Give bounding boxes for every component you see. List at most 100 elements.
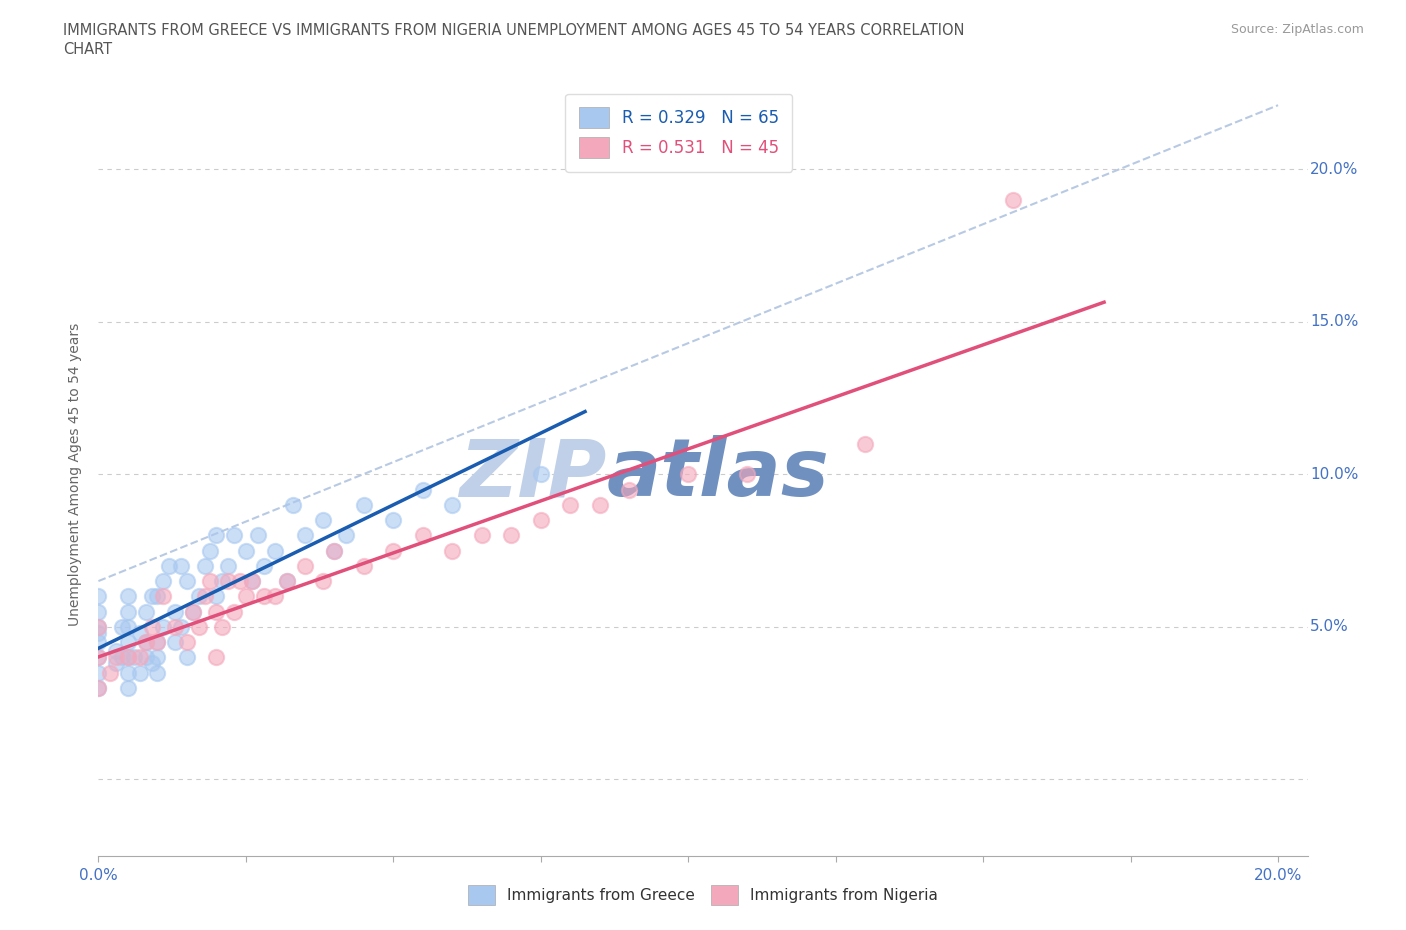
Point	[87, 650, 110, 665]
Point	[165, 604, 187, 619]
Point	[560, 498, 582, 512]
Point	[176, 634, 198, 649]
Point	[165, 634, 187, 649]
Point	[176, 574, 198, 589]
Point	[157, 558, 180, 573]
Point	[87, 650, 110, 665]
Point	[205, 528, 228, 543]
Point	[117, 650, 139, 665]
Point	[170, 558, 193, 573]
Point	[135, 634, 157, 649]
Point	[264, 543, 287, 558]
Point	[294, 558, 316, 573]
Point	[122, 650, 145, 665]
Point	[194, 558, 217, 573]
Point	[240, 574, 263, 589]
Point	[117, 604, 139, 619]
Point	[229, 574, 252, 589]
Point	[281, 498, 304, 512]
Point	[217, 574, 239, 589]
Point	[117, 619, 139, 634]
Point	[441, 498, 464, 512]
Point	[187, 589, 209, 604]
Text: atlas: atlas	[606, 435, 830, 513]
Text: 20.0%: 20.0%	[1310, 162, 1358, 177]
Point	[105, 650, 128, 665]
Point	[205, 650, 228, 665]
Point	[311, 574, 333, 589]
Point	[335, 528, 357, 543]
Text: ZIP: ZIP	[458, 435, 606, 513]
Point	[501, 528, 523, 543]
Point	[87, 681, 110, 696]
Point	[530, 512, 553, 527]
Point	[87, 619, 110, 634]
Point	[128, 626, 150, 641]
Point	[170, 619, 193, 634]
Point	[146, 665, 169, 680]
Point	[117, 650, 139, 665]
Legend: Immigrants from Greece, Immigrants from Nigeria: Immigrants from Greece, Immigrants from …	[461, 880, 945, 911]
Text: 15.0%: 15.0%	[1310, 314, 1358, 329]
Point	[217, 558, 239, 573]
Point	[165, 619, 187, 634]
Point	[211, 574, 233, 589]
Point	[117, 665, 139, 680]
Point	[176, 650, 198, 665]
Point	[471, 528, 494, 543]
Point	[441, 543, 464, 558]
Point	[205, 604, 228, 619]
Point	[117, 681, 139, 696]
Point	[412, 528, 434, 543]
Point	[235, 543, 257, 558]
Point	[111, 650, 134, 665]
Point	[589, 498, 612, 512]
Point	[87, 665, 110, 680]
Text: 5.0%: 5.0%	[1310, 619, 1348, 634]
Point	[252, 589, 274, 604]
Point	[1001, 193, 1024, 207]
Point	[87, 589, 110, 604]
Point	[135, 604, 157, 619]
Point	[87, 634, 110, 649]
Point	[264, 589, 287, 604]
Point	[146, 634, 169, 649]
Point	[619, 482, 641, 497]
Point	[323, 543, 346, 558]
Point	[141, 619, 163, 634]
Point	[117, 634, 139, 649]
Point	[87, 626, 110, 641]
Point	[211, 619, 233, 634]
Text: Source: ZipAtlas.com: Source: ZipAtlas.com	[1230, 23, 1364, 36]
Point	[853, 436, 876, 451]
Point	[117, 589, 139, 604]
Point	[146, 589, 169, 604]
Point	[187, 619, 209, 634]
Point	[222, 528, 245, 543]
Text: 10.0%: 10.0%	[1310, 467, 1358, 482]
Point	[235, 589, 257, 604]
Point	[146, 650, 169, 665]
Point	[323, 543, 346, 558]
Point	[382, 512, 405, 527]
Point	[200, 574, 222, 589]
Point	[98, 665, 121, 680]
Point	[152, 589, 174, 604]
Legend: R = 0.329   N = 65, R = 0.531   N = 45: R = 0.329 N = 65, R = 0.531 N = 45	[565, 94, 793, 171]
Point	[141, 656, 163, 671]
Text: CHART: CHART	[63, 42, 112, 57]
Point	[105, 644, 128, 658]
Point	[240, 574, 263, 589]
Point	[353, 498, 375, 512]
Point	[87, 619, 110, 634]
Point	[135, 650, 157, 665]
Point	[246, 528, 269, 543]
Point	[530, 467, 553, 482]
Point	[146, 634, 169, 649]
Point	[222, 604, 245, 619]
Point	[382, 543, 405, 558]
Point	[111, 619, 134, 634]
Point	[181, 604, 204, 619]
Text: IMMIGRANTS FROM GREECE VS IMMIGRANTS FROM NIGERIA UNEMPLOYMENT AMONG AGES 45 TO : IMMIGRANTS FROM GREECE VS IMMIGRANTS FRO…	[63, 23, 965, 38]
Y-axis label: Unemployment Among Ages 45 to 54 years: Unemployment Among Ages 45 to 54 years	[69, 323, 83, 626]
